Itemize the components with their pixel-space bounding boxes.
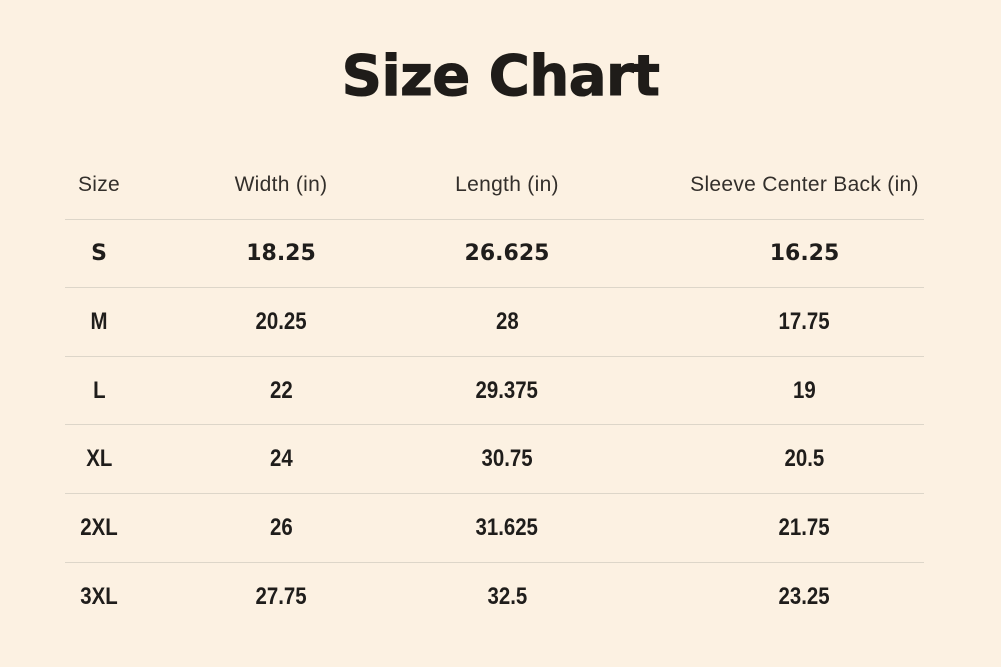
table-row-l: L 22 29.375 19 bbox=[65, 357, 924, 426]
table-row-3xl: 3XL 27.75 32.5 23.25 bbox=[65, 563, 924, 632]
cell-sleeve: 21.75 bbox=[585, 514, 924, 542]
cell-width-value: 24 bbox=[269, 445, 293, 473]
cell-width-value: 22 bbox=[269, 376, 293, 404]
cell-width: 20.25 bbox=[133, 308, 429, 336]
cell-sleeve-value: 20.5 bbox=[784, 445, 825, 473]
cell-size-value: S bbox=[91, 240, 107, 266]
cell-length: 31.625 bbox=[429, 514, 585, 542]
cell-length: 28 bbox=[429, 308, 585, 336]
cell-width-value: 20.25 bbox=[255, 307, 307, 335]
cell-sleeve: 20.5 bbox=[585, 445, 924, 473]
cell-width-value: 18.25 bbox=[246, 240, 316, 266]
page-title: Size Chart bbox=[341, 43, 660, 109]
cell-size: M bbox=[65, 308, 133, 336]
cell-width: 27.75 bbox=[133, 583, 429, 611]
cell-length: 26.625 bbox=[429, 241, 585, 266]
cell-size-value: XL bbox=[85, 445, 113, 473]
cell-size: S bbox=[65, 241, 133, 266]
cell-sleeve: 19 bbox=[585, 377, 924, 405]
cell-size-value: 2XL bbox=[80, 513, 118, 541]
cell-length-value: 26.625 bbox=[464, 240, 550, 266]
cell-sleeve-value: 23.25 bbox=[778, 582, 831, 610]
cell-sleeve: 23.25 bbox=[585, 583, 924, 611]
table-header-row: Size Width (in) Length (in) Sleeve Cente… bbox=[65, 151, 924, 220]
cell-size-value: L bbox=[92, 376, 106, 404]
cell-length-value: 31.625 bbox=[475, 513, 539, 541]
cell-sleeve: 17.75 bbox=[585, 308, 924, 336]
cell-width: 24 bbox=[133, 445, 429, 473]
cell-size: 3XL bbox=[65, 583, 133, 611]
cell-size-value: M bbox=[90, 307, 108, 335]
size-chart-table: Size Width (in) Length (in) Sleeve Cente… bbox=[65, 151, 924, 631]
cell-size-value: 3XL bbox=[80, 582, 118, 610]
cell-length: 29.375 bbox=[429, 377, 585, 405]
table-row-s: S 18.25 26.625 16.25 bbox=[65, 220, 924, 289]
cell-length-value: 32.5 bbox=[487, 582, 527, 610]
cell-length: 32.5 bbox=[429, 583, 585, 611]
cell-size: 2XL bbox=[65, 514, 133, 542]
table-row-xl: XL 24 30.75 20.5 bbox=[65, 425, 924, 494]
cell-size: L bbox=[65, 377, 133, 405]
cell-length-value: 28 bbox=[495, 307, 519, 335]
column-header-sleeve: Sleeve Center Back (in) bbox=[690, 172, 919, 196]
cell-width: 18.25 bbox=[133, 241, 429, 266]
cell-length-value: 29.375 bbox=[475, 376, 539, 404]
cell-length: 30.75 bbox=[429, 445, 585, 473]
cell-width: 26 bbox=[133, 514, 429, 542]
column-header-size: Size bbox=[77, 172, 121, 196]
table-row-m: M 20.25 28 17.75 bbox=[65, 288, 924, 357]
column-header-width: Width (in) bbox=[234, 172, 328, 196]
cell-sleeve-value: 19 bbox=[793, 376, 816, 404]
cell-width-value: 27.75 bbox=[255, 582, 307, 610]
cell-sleeve-value: 21.75 bbox=[778, 513, 831, 541]
cell-length-value: 30.75 bbox=[481, 445, 533, 473]
cell-sleeve: 16.25 bbox=[585, 241, 924, 266]
table-row-2xl: 2XL 26 31.625 21.75 bbox=[65, 494, 924, 563]
cell-width-value: 26 bbox=[269, 513, 293, 541]
cell-size: XL bbox=[65, 445, 133, 473]
cell-sleeve-value: 17.75 bbox=[778, 307, 831, 335]
column-header-length: Length (in) bbox=[455, 172, 559, 196]
cell-width: 22 bbox=[133, 377, 429, 405]
cell-sleeve-value: 16.25 bbox=[769, 240, 840, 266]
